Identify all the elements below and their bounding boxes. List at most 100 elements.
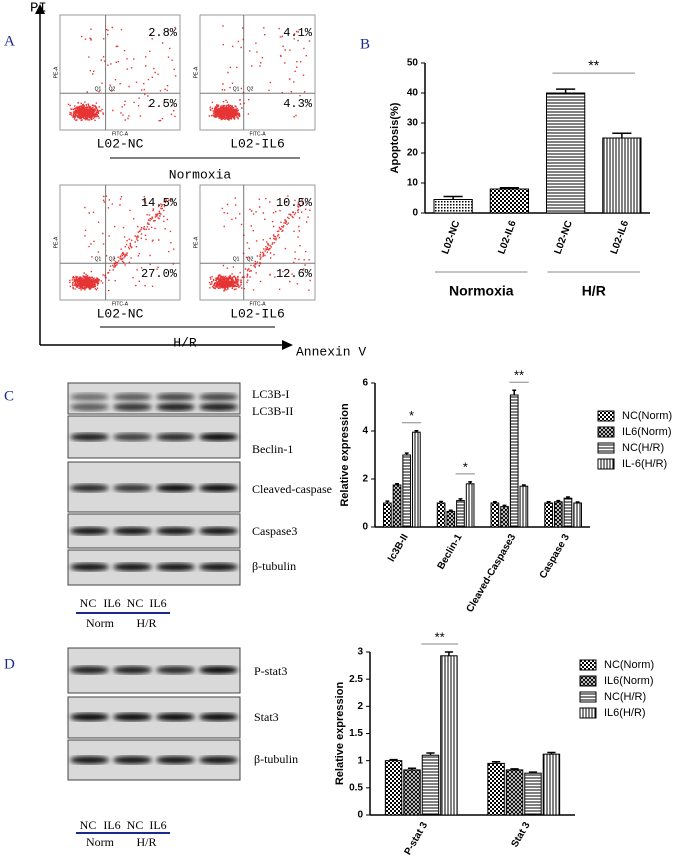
band-label: Stat3 <box>254 710 279 724</box>
legend-swatch <box>579 691 597 703</box>
bar <box>505 769 524 816</box>
band-label: LC3B-I <box>252 387 289 401</box>
error-bar <box>575 501 580 503</box>
axis-label: PI <box>30 1 47 17</box>
band-label: P-stat3 <box>254 664 287 678</box>
x-tick-label: L02-IL6 <box>609 219 631 256</box>
bar <box>524 772 542 816</box>
lane-label: NC <box>127 596 144 610</box>
arrow-head <box>282 340 293 350</box>
percent-label: 2.8% <box>148 26 178 40</box>
event-cloud <box>208 25 311 121</box>
band <box>70 563 109 571</box>
error-bar <box>385 500 390 503</box>
gate-label: Q1 <box>95 257 102 263</box>
significance-label: ** <box>435 629 445 644</box>
bar <box>384 760 403 816</box>
bar <box>456 500 465 528</box>
gate-label: Q1 <box>233 87 240 93</box>
band <box>113 713 152 721</box>
band <box>113 403 152 411</box>
group-label: Normoxia <box>449 283 514 299</box>
content: PE-A FITC-A Q1 Q2 2.8% 2.5% L02-NC PE-A FITC-A Q1… <box>53 14 672 857</box>
legend-label: IL6(H/R) <box>604 707 646 719</box>
band <box>113 484 152 492</box>
y-tick-label: 30 <box>407 118 419 129</box>
bar <box>487 762 505 816</box>
error-bar <box>448 509 453 512</box>
plot-name: L02-NC <box>97 136 144 151</box>
band <box>156 484 195 492</box>
band <box>70 666 109 674</box>
x-tick-label: Caspase 3 <box>538 532 572 581</box>
bar <box>446 510 456 528</box>
percent-label: 27.0% <box>141 267 178 281</box>
plot-axis-label: FITC-A <box>249 301 266 307</box>
error-bar <box>458 498 463 501</box>
significance-label: * <box>463 459 468 474</box>
panel-label: D <box>4 656 15 672</box>
percent-label: 12.6% <box>276 267 313 281</box>
lane-label: IL6 <box>149 596 166 610</box>
plot-axis-label: FITC-A <box>249 131 266 137</box>
y-tick-label: 6 <box>362 378 368 389</box>
band <box>113 433 152 441</box>
legend-label: IL-6(H/R) <box>622 458 667 470</box>
percent-label: 4.3% <box>283 97 313 111</box>
error-bar <box>556 88 576 93</box>
y-axis-label: Relative expression <box>334 682 346 786</box>
y-tick-label: 2 <box>357 701 363 712</box>
legend-label: NC(Norm) <box>604 659 654 671</box>
band <box>156 563 195 571</box>
group-label: H/R <box>136 616 156 630</box>
error-bar <box>439 500 444 503</box>
x-tick-label: L02-NC <box>440 219 462 256</box>
bar <box>509 394 519 528</box>
bar <box>489 188 529 214</box>
y-tick-label: 2 <box>362 474 368 485</box>
legend-swatch <box>597 426 615 438</box>
y-tick-label: 2.5 <box>349 674 363 685</box>
significance-label: ** <box>514 368 524 383</box>
bar <box>421 754 440 816</box>
band <box>70 393 109 401</box>
band <box>199 484 238 492</box>
bar <box>412 431 421 528</box>
lane-label: IL6 <box>103 818 120 832</box>
x-tick-label: P-stat 3 <box>403 820 431 857</box>
band <box>156 393 195 401</box>
plot-axis-label: FITC-A <box>112 131 129 137</box>
bar <box>383 502 392 528</box>
y-tick-label: 3 <box>357 647 363 658</box>
event-cloud <box>209 195 311 292</box>
band <box>113 393 152 401</box>
group-label: Norm <box>86 616 115 630</box>
plot-axis-label: PE-A <box>53 66 59 78</box>
legend-swatch <box>597 458 615 470</box>
y-tick-label: 10 <box>407 178 419 189</box>
gate-label: Q1 <box>95 87 102 93</box>
x-tick-label: Beclin-1 <box>436 532 465 572</box>
significance-label: * <box>409 408 414 423</box>
lane-label: IL6 <box>103 596 120 610</box>
plot-frame <box>199 14 316 131</box>
legend-label: NC(Norm) <box>622 410 672 422</box>
bar <box>553 501 563 528</box>
event-cloud <box>69 195 175 292</box>
gate-label: Q2 <box>247 87 254 93</box>
band-label: β-tubulin <box>254 752 298 766</box>
band <box>156 713 195 721</box>
band <box>156 433 195 441</box>
gate-label: Q2 <box>109 257 116 263</box>
band <box>199 756 238 764</box>
band <box>199 393 238 401</box>
error-bar <box>510 768 519 770</box>
error-bar <box>389 758 398 761</box>
band <box>156 403 195 411</box>
y-tick-label: 0 <box>362 522 368 533</box>
error-bar <box>404 452 409 455</box>
band <box>113 527 152 535</box>
group-label: Norm <box>86 835 115 849</box>
bar <box>546 92 586 214</box>
y-axis-label: Apoptosis(%) <box>389 102 401 173</box>
